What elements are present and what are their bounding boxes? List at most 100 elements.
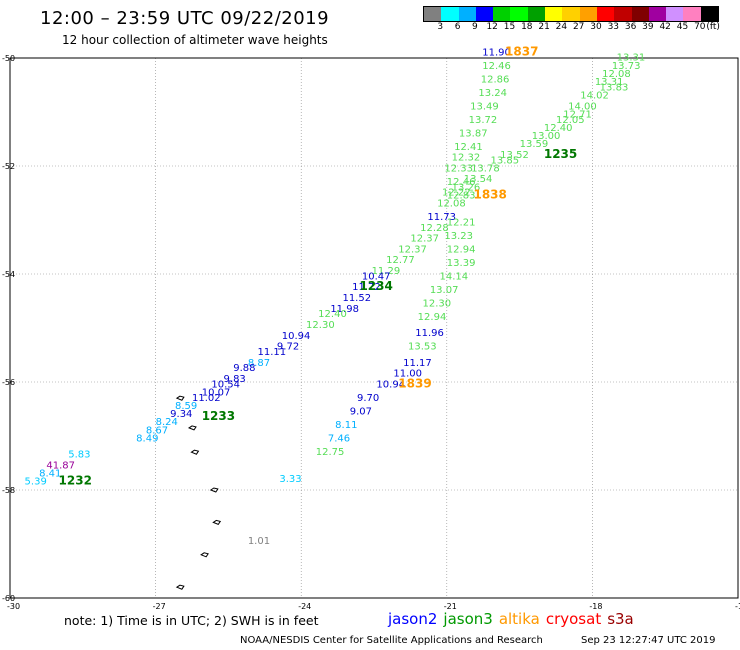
wave-height-label: 12.71 [563, 109, 592, 120]
wave-height-label: 14.02 [580, 91, 609, 102]
wave-height-label: 8.11 [335, 420, 357, 431]
color-scale-label: 45 [676, 22, 689, 32]
wave-height-label: 13.87 [459, 128, 488, 139]
axis-ticks: -30 -27 -24 -21 -18 -15 -50 -52 -54 -56 -58 -60 [2, 54, 740, 611]
wave-height-label: 13.52 [500, 150, 529, 161]
wave-height-label: 10.07 [202, 388, 231, 399]
wave-height-label: 41.87 [46, 460, 75, 471]
lat-tick-label: -54 [2, 270, 15, 279]
wave-height-label: 13.00 [532, 131, 561, 142]
wave-height-label: 13.31 [617, 53, 646, 64]
wave-height-label: 11.90 [482, 47, 511, 58]
wave-height-label: 13.31 [595, 77, 624, 88]
wave-height-label: 12.40 [544, 123, 573, 134]
legend-entry-altika: altika [498, 610, 540, 628]
footnote: note: 1) Time is in UTC; 2) SWH is in fe… [64, 613, 319, 628]
lat-tick-label: -60 [2, 594, 15, 603]
island-outline [187, 425, 197, 431]
color-swatch [545, 7, 563, 21]
legend-entry-jason2: jason2 [388, 610, 438, 628]
color-scale-label: 21 [538, 22, 550, 32]
island-outline [175, 395, 185, 401]
wave-height-label: 5.83 [68, 450, 90, 461]
color-swatch [614, 7, 632, 21]
lat-tick-label: -50 [2, 54, 15, 63]
wave-height-label: 13.85 [490, 155, 519, 166]
wave-height-label: 8.67 [146, 425, 168, 436]
color-swatch [683, 7, 701, 21]
wave-height-label: 12.30 [423, 298, 452, 309]
wave-height-label: 8.87 [248, 358, 270, 369]
wave-height-label: 8.24 [156, 417, 178, 428]
color-swatch [700, 7, 719, 21]
lon-tick-label: -30 [7, 602, 20, 611]
wave-height-label: 11.02 [192, 393, 221, 404]
lon-tick-label: -18 [589, 602, 602, 611]
wave-height-label: 10.94 [282, 331, 311, 342]
color-scale-label: 12 [486, 22, 498, 32]
color-scale-label: 33 [607, 22, 620, 32]
island-outlines [175, 395, 222, 590]
wave-height-label: 12.86 [481, 74, 510, 85]
wave-height-label: 9.72 [277, 342, 299, 353]
color-scale-label: 6 [454, 22, 461, 32]
color-scale-label: 24 [555, 22, 568, 32]
lon-tick-label: -24 [298, 602, 311, 611]
wave-height-label: 5.39 [25, 477, 47, 488]
wave-height-label: 12.05 [556, 115, 585, 126]
wave-height-label: 12.77 [386, 255, 415, 266]
lon-tick-label: -21 [444, 602, 457, 611]
color-swatch [631, 7, 649, 21]
color-swatch [510, 7, 528, 21]
wave-height-label: 14.00 [568, 101, 597, 112]
pass-time-label: 1233 [202, 409, 235, 423]
wave-height-label: 12.94 [418, 312, 447, 323]
wave-height-label: 10.54 [211, 379, 240, 390]
lon-tick-label: -15 [735, 602, 740, 611]
island-outline [212, 519, 222, 526]
legend-entry-s3a: s3a [607, 610, 634, 628]
wave-height-label: 11.17 [403, 358, 432, 369]
color-swatch [458, 7, 476, 21]
wave-height-label: 12.28 [420, 223, 449, 234]
wave-height-label: 12.46 [482, 61, 511, 72]
legend-entry-jason3: jason3 [443, 610, 493, 628]
wave-height-label: 13.72 [469, 115, 498, 126]
map-grid [9, 57, 739, 599]
wave-height-label: 8.49 [136, 433, 158, 444]
wave-height-label: 12.40 [318, 309, 347, 320]
wave-height-label: 13.73 [612, 61, 641, 72]
wave-height-label: 11.72 [352, 282, 381, 293]
wave-height-label: 13.26 [452, 182, 481, 193]
color-scale-label: 39 [642, 22, 654, 32]
wave-height-label: 13.59 [520, 139, 549, 150]
color-swatch [527, 7, 546, 21]
wave-height-label: 10.94 [376, 379, 405, 390]
wave-height-label: 13.23 [444, 231, 473, 242]
wave-height-label: 12.75 [316, 447, 345, 458]
island-outline [209, 487, 219, 493]
color-scale-label: 15 [503, 22, 516, 32]
lat-tick-label: -56 [2, 378, 15, 387]
satellite-legend: jason2 jason3 altika cryosat s3a [388, 610, 640, 628]
satellite-pass-labels: 1837 1235 1838 1234 1839 1233 1232 [59, 44, 578, 487]
color-scale-label: 36 [624, 22, 637, 32]
island-outline [175, 584, 185, 590]
wave-height-label: 11.96 [415, 328, 444, 339]
page-title: 12:00 – 23:59 UTC 09/22/2019 [40, 8, 330, 29]
pass-time-label: 1234 [359, 279, 392, 293]
wave-height-label: 12.30 [306, 320, 335, 331]
wave-height-label: 13.83 [600, 82, 629, 93]
wave-height-label: 9.34 [170, 409, 192, 420]
wave-height-label: 7.46 [328, 433, 350, 444]
color-swatch [596, 7, 615, 21]
wave-height-label: 8.41 [39, 469, 61, 480]
wave-height-label: 11.11 [258, 347, 287, 358]
map-frame [9, 57, 739, 599]
island-outline [200, 552, 209, 558]
color-swatch [562, 7, 580, 21]
wave-height-label: 9.70 [357, 393, 379, 404]
page-subtitle: 12 hour collection of altimeter wave hei… [62, 33, 328, 47]
color-swatch [579, 7, 597, 21]
